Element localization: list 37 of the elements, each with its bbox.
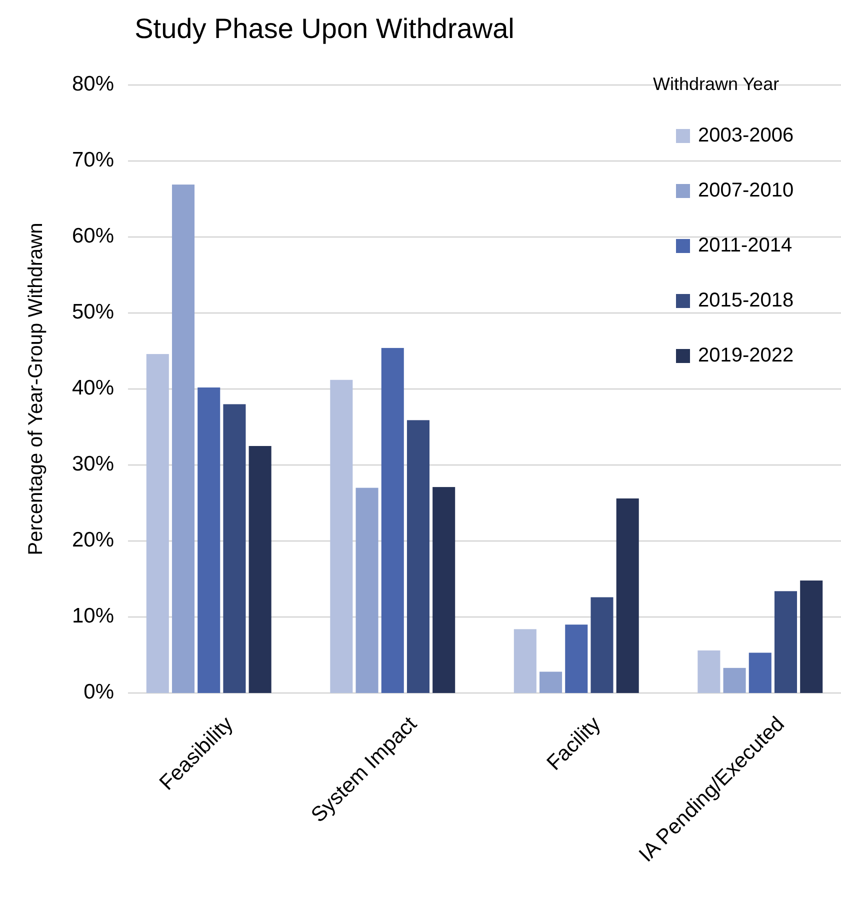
- y-tick-label: 10%: [72, 604, 114, 628]
- bar: [223, 404, 246, 693]
- y-tick-label: 0%: [84, 680, 114, 704]
- y-tick-label: 80%: [72, 72, 114, 96]
- bar: [774, 591, 798, 693]
- bar: [748, 652, 772, 693]
- legend-label: 2015-2018: [698, 289, 794, 312]
- bar: [248, 446, 272, 693]
- bar: [198, 387, 220, 693]
- y-axis-title: Percentage of Year-Group Withdrawn: [25, 222, 47, 556]
- bar: [800, 580, 823, 693]
- legend-label: 2007-2010: [698, 179, 794, 202]
- y-tick-label: 30%: [72, 452, 114, 476]
- bar: [381, 348, 404, 693]
- bar: [330, 380, 353, 693]
- y-tick-label: 50%: [72, 300, 114, 324]
- bar: [698, 650, 720, 693]
- bar: [590, 597, 614, 693]
- legend-label: 2019-2022: [698, 344, 794, 366]
- legend-label: 2003-2006: [698, 124, 794, 146]
- bar: [172, 184, 195, 693]
- bar: [406, 420, 430, 693]
- bar: [540, 672, 562, 693]
- bar: [514, 629, 536, 693]
- legend-title: Withdrawn Year: [653, 74, 780, 94]
- bar: [146, 354, 169, 693]
- y-tick-label: 70%: [72, 148, 114, 172]
- bar: [723, 668, 746, 693]
- bar: [565, 624, 588, 693]
- bar: [356, 488, 378, 693]
- y-tick-label: 40%: [72, 376, 114, 400]
- chart-title: Study Phase Upon Withdrawal: [134, 13, 514, 44]
- bar: [616, 498, 639, 693]
- bar: [432, 487, 456, 693]
- y-tick-label: 60%: [72, 224, 114, 248]
- y-tick-label: 20%: [72, 528, 114, 552]
- legend-label: 2011-2014: [698, 234, 792, 256]
